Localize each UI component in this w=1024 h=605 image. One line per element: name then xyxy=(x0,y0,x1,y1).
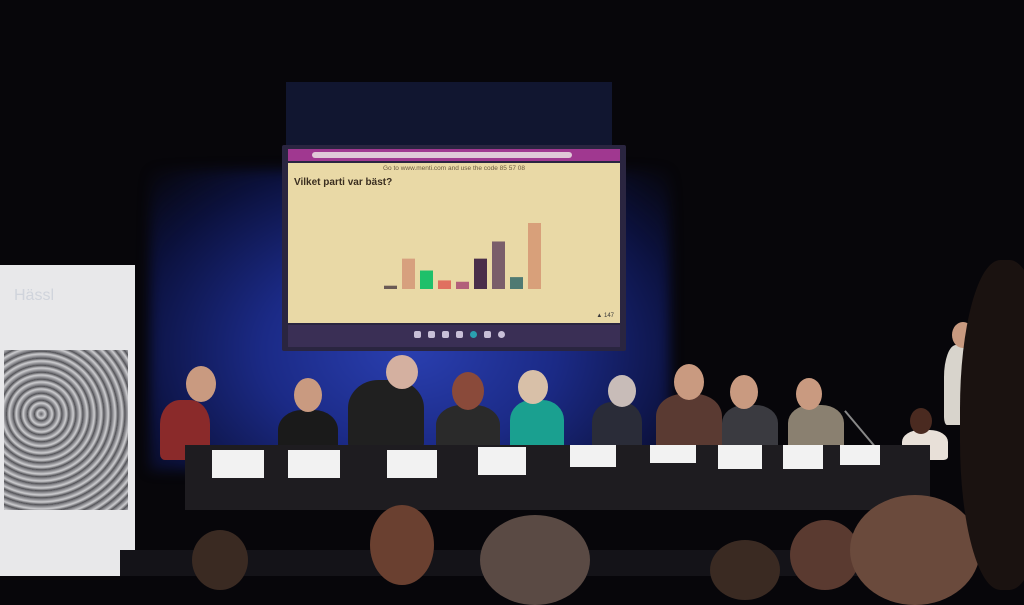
name-card xyxy=(212,450,264,478)
result-bar xyxy=(438,280,451,289)
taskbar-app-icon[interactable] xyxy=(456,331,463,338)
banner-title: Hässl xyxy=(14,287,55,304)
taskbar-app-icon[interactable] xyxy=(498,331,505,338)
vote-count-value: 147 xyxy=(603,313,614,319)
panel-table xyxy=(185,445,930,510)
address-bar xyxy=(312,152,572,158)
audience-head xyxy=(192,530,248,590)
result-bar xyxy=(474,258,487,289)
audience-head xyxy=(710,540,780,600)
panelist-head xyxy=(294,378,322,412)
result-bar xyxy=(510,277,523,289)
audience-head xyxy=(850,495,980,605)
roll-up-banner: Hässl xyxy=(0,265,135,576)
taskbar-app-icon[interactable] xyxy=(484,331,491,338)
panelist-head xyxy=(518,370,548,404)
name-card xyxy=(288,450,340,478)
panelist xyxy=(656,394,722,450)
taskbar-app-icon[interactable] xyxy=(414,331,421,338)
name-card xyxy=(840,445,880,465)
panelist xyxy=(788,405,844,450)
results-bar-chart xyxy=(384,223,541,289)
result-bar xyxy=(492,241,505,289)
panelist xyxy=(348,380,424,450)
panelist-head xyxy=(608,375,636,407)
panelist-head xyxy=(730,375,758,409)
microphone-stand xyxy=(844,410,878,450)
banner-crowd-photo xyxy=(4,350,128,510)
audience-person-silhouette xyxy=(960,260,1024,590)
join-instructions: Go to www.menti.com and use the code 85 … xyxy=(382,165,525,172)
panelist xyxy=(722,405,778,450)
panelist-head xyxy=(674,364,704,400)
taskbar xyxy=(288,325,620,347)
browser-tab-bar xyxy=(288,149,620,161)
name-card xyxy=(387,450,437,478)
projector-glow xyxy=(286,82,612,152)
mentimeter-slide: Go to www.menti.com and use the code 85 … xyxy=(288,163,620,323)
panelist xyxy=(510,400,564,450)
result-bar xyxy=(420,270,433,289)
panelist-head xyxy=(186,366,216,402)
audience-head xyxy=(370,505,434,585)
question-title: Vilket parti var bäst? xyxy=(294,177,393,188)
result-bar xyxy=(528,223,541,289)
panelist-head xyxy=(796,378,822,410)
panelist xyxy=(592,402,642,452)
name-card xyxy=(478,447,526,475)
panelist-head xyxy=(386,355,418,389)
name-card xyxy=(718,445,762,469)
taskbar-app-icon[interactable] xyxy=(470,331,477,338)
taskbar-app-icon[interactable] xyxy=(442,331,449,338)
vote-count: ▲ 147 xyxy=(596,313,614,319)
panelist-head xyxy=(910,408,932,434)
name-card xyxy=(650,445,696,463)
person-icon: ▲ xyxy=(596,313,604,319)
result-bar xyxy=(456,281,469,289)
audience-head xyxy=(480,515,590,605)
name-card xyxy=(783,445,823,469)
taskbar-app-icon[interactable] xyxy=(428,331,435,338)
panelist-head xyxy=(452,372,484,410)
result-bar xyxy=(384,285,397,289)
name-card xyxy=(570,445,616,467)
projection-screen: Go to www.menti.com and use the code 85 … xyxy=(282,145,626,351)
result-bar xyxy=(402,258,415,289)
